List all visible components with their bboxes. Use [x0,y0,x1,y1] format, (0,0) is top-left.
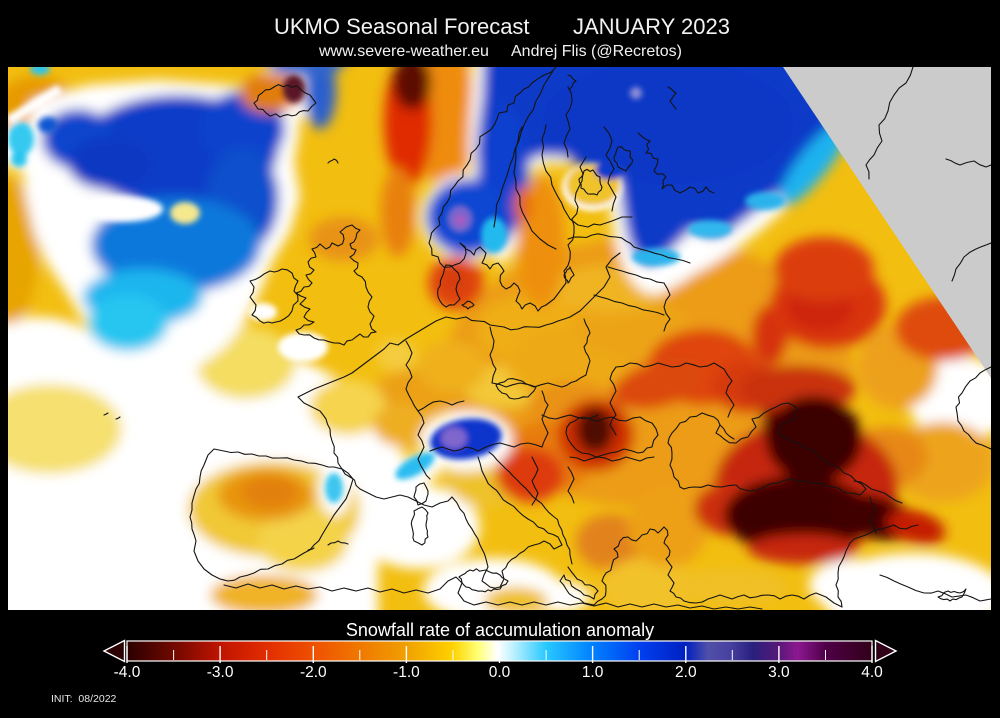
svg-text:3.0: 3.0 [768,664,790,681]
svg-text:-3.0: -3.0 [207,664,234,681]
svg-text:4.0: 4.0 [861,664,883,681]
svg-text:-4.0: -4.0 [114,664,141,681]
svg-text:2.0: 2.0 [675,664,697,681]
svg-text:1.0: 1.0 [582,664,604,681]
svg-text:0.0: 0.0 [489,664,511,681]
svg-text:-1.0: -1.0 [393,664,420,681]
svg-text:-2.0: -2.0 [300,664,327,681]
